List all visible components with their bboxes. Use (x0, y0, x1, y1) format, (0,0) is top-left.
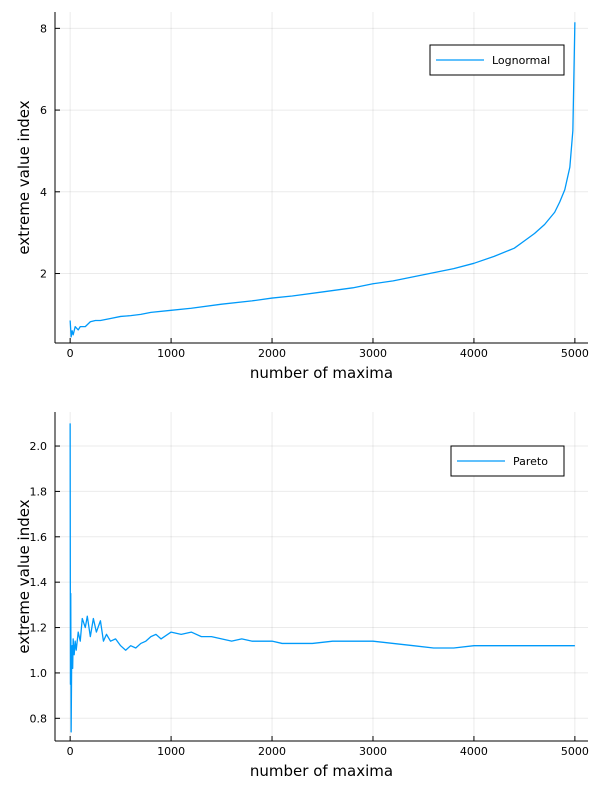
top-series-lognormal (69, 22, 576, 338)
bottom-x-tick-label-1: 1000 (157, 745, 185, 758)
bottom-legend-label: Pareto (513, 455, 548, 468)
top-x-tick-label-4: 4000 (460, 347, 488, 360)
top-legend: Lognormal (429, 44, 565, 76)
top-y-tick-label-2: 6 (40, 104, 47, 117)
bottom-x-ticks: 0 1000 2000 3000 4000 5000 (67, 736, 589, 758)
top-x-tick-label-2: 2000 (258, 347, 286, 360)
top-y-axis-label: extreme value index (15, 100, 33, 254)
bottom-x-tick-label-2: 2000 (258, 745, 286, 758)
bottom-y-tick-label-1: 1.0 (30, 667, 48, 680)
bottom-x-axis-label: number of maxima (250, 762, 393, 780)
bottom-y-ticks: 0.8 1.0 1.2 1.4 1.6 1.8 2.0 (30, 440, 60, 725)
bottom-y-tick-label-6: 2.0 (30, 440, 48, 453)
bottom-y-tick-label-5: 1.8 (30, 485, 48, 498)
lognormal-plot: 0 1000 2000 3000 4000 5000 2 4 6 8 number of max… (15, 12, 589, 382)
top-x-ticks: 0 1000 2000 3000 4000 5000 (67, 338, 589, 360)
top-x-tick-label-3: 3000 (359, 347, 387, 360)
bottom-y-tick-label-2: 1.2 (30, 622, 48, 635)
bottom-series-group (69, 423, 575, 733)
bottom-x-tick-label-5: 5000 (561, 745, 589, 758)
top-y-ticks: 2 4 6 8 (40, 22, 60, 281)
bottom-x-tick-label-0: 0 (67, 745, 74, 758)
top-legend-label: Lognormal (492, 54, 550, 67)
bottom-y-tick-label-3: 1.4 (30, 576, 48, 589)
top-x-tick-label-5: 5000 (561, 347, 589, 360)
bottom-x-tick-label-3: 3000 (359, 745, 387, 758)
bottom-y-axis-label: extreme value index (15, 499, 33, 653)
top-x-tick-label-0: 0 (67, 347, 74, 360)
top-series-group (69, 22, 576, 338)
top-x-tick-label-1: 1000 (157, 347, 185, 360)
bottom-legend: Pareto (450, 445, 565, 477)
bottom-x-tick-label-4: 4000 (460, 745, 488, 758)
bottom-y-tick-label-4: 1.6 (30, 531, 48, 544)
pareto-plot: 0 1000 2000 3000 4000 5000 0.8 1.0 1.2 1.4 1.6 1.8… (15, 412, 589, 780)
bottom-y-tick-label-0: 0.8 (30, 712, 48, 725)
top-x-axis-label: number of maxima (250, 364, 393, 382)
bottom-series-pareto (69, 423, 575, 733)
top-y-tick-label-1: 4 (40, 186, 47, 199)
top-y-tick-label-3: 8 (40, 22, 47, 35)
top-y-tick-label-0: 2 (40, 268, 47, 281)
top-grid (55, 12, 588, 343)
